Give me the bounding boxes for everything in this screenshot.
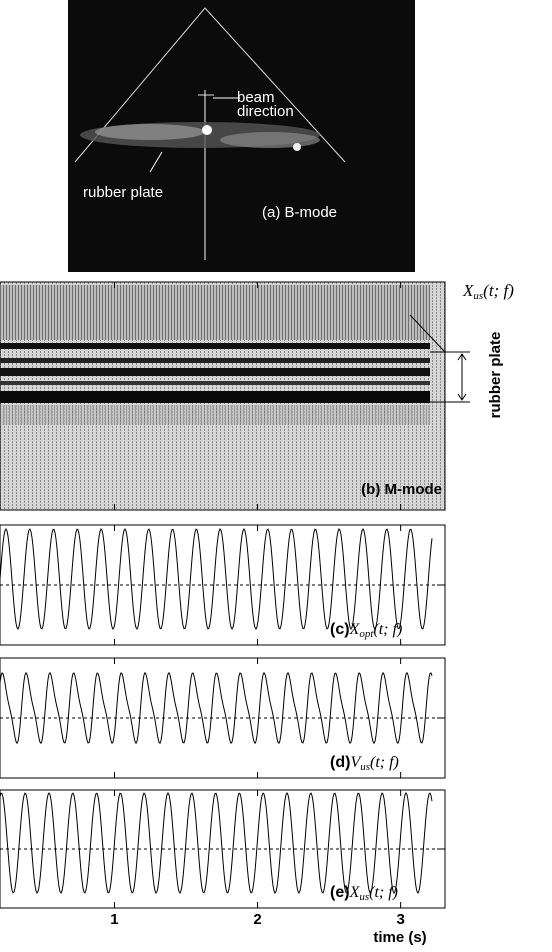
symbol: X xyxy=(349,621,361,638)
waveform xyxy=(0,792,433,894)
subscript: us xyxy=(360,761,370,773)
x-tick-label: 1 xyxy=(110,911,118,928)
b-mode-image: beam direction rubber plate (a) B-mode xyxy=(68,0,415,272)
x-tick-label: 3 xyxy=(396,911,404,928)
subscript: opt xyxy=(359,628,374,640)
panel-label: (b) M-mode xyxy=(361,481,442,498)
prefix: (d) xyxy=(330,754,350,771)
prefix: (c) xyxy=(330,621,350,638)
args: (t; f) xyxy=(369,884,398,901)
subscript: us xyxy=(359,891,369,903)
side-label: Xus(t; f) xyxy=(462,281,514,302)
beam-label: direction xyxy=(237,103,294,120)
panel-label: (a) B-mode xyxy=(262,204,337,221)
symbol: V xyxy=(350,754,362,771)
beam-label: beam xyxy=(237,89,275,106)
panel-label: (d)Vus(t; f) xyxy=(330,754,399,773)
waveform xyxy=(0,527,433,631)
panel-label: (e)Xus(t; f) xyxy=(330,884,398,903)
waveform xyxy=(0,671,433,745)
plate-label: rubber plate xyxy=(487,332,504,419)
symbol: X xyxy=(462,281,474,300)
panel-label: (c)Xopt(t; f) xyxy=(330,621,402,640)
x-tick-label: 2 xyxy=(253,911,261,928)
x-axis-label: time (s) xyxy=(373,929,426,946)
plate-label: rubber plate xyxy=(83,184,163,201)
args: (t; f) xyxy=(370,754,399,771)
m-mode-image xyxy=(0,281,470,511)
prefix: (e) xyxy=(330,884,350,901)
subscript: us xyxy=(473,290,483,302)
args: (t; f) xyxy=(483,281,514,300)
symbol: X xyxy=(349,884,361,901)
args: (t; f) xyxy=(373,621,402,638)
